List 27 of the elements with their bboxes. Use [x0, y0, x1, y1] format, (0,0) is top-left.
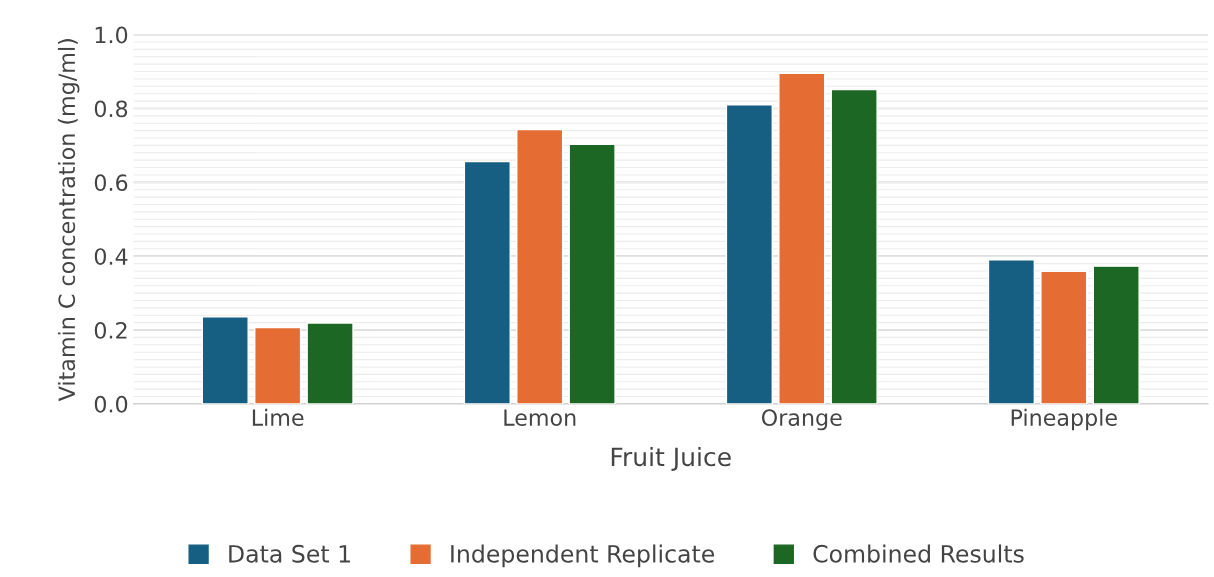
bar	[830, 88, 878, 404]
legend-label: Independent Replicate	[451, 544, 715, 568]
bar	[306, 322, 354, 404]
x-tick-label: Lime	[252, 408, 304, 426]
x-axis-title: Fruit Juice	[611, 446, 731, 471]
bar	[568, 143, 616, 404]
y-axis-title: Vitamin C concentration (mg/ml)	[57, 39, 80, 402]
x-tick-label: Pineapple	[1011, 408, 1117, 431]
y-tick-label: 0.4	[94, 248, 128, 265]
bar	[463, 160, 511, 404]
bar	[725, 104, 773, 404]
x-tick-label: Lemon	[504, 409, 576, 426]
bar	[201, 316, 249, 404]
y-tick-label: 0.8	[94, 100, 128, 118]
bar	[987, 259, 1036, 404]
legend-label: Combined Results	[813, 544, 1024, 563]
y-tick-label: 0.6	[94, 174, 128, 192]
bar	[254, 326, 302, 404]
bar	[1092, 265, 1140, 404]
y-tick-label: 0.2	[94, 321, 127, 339]
legend-label: Data Set 1	[229, 544, 350, 563]
bar	[1040, 270, 1088, 404]
bar	[778, 72, 826, 404]
y-tick-label: 0.0	[94, 395, 128, 413]
y-tick-label: 1.0	[95, 26, 128, 44]
bar	[516, 128, 564, 404]
x-tick-label: Orange	[761, 409, 842, 431]
